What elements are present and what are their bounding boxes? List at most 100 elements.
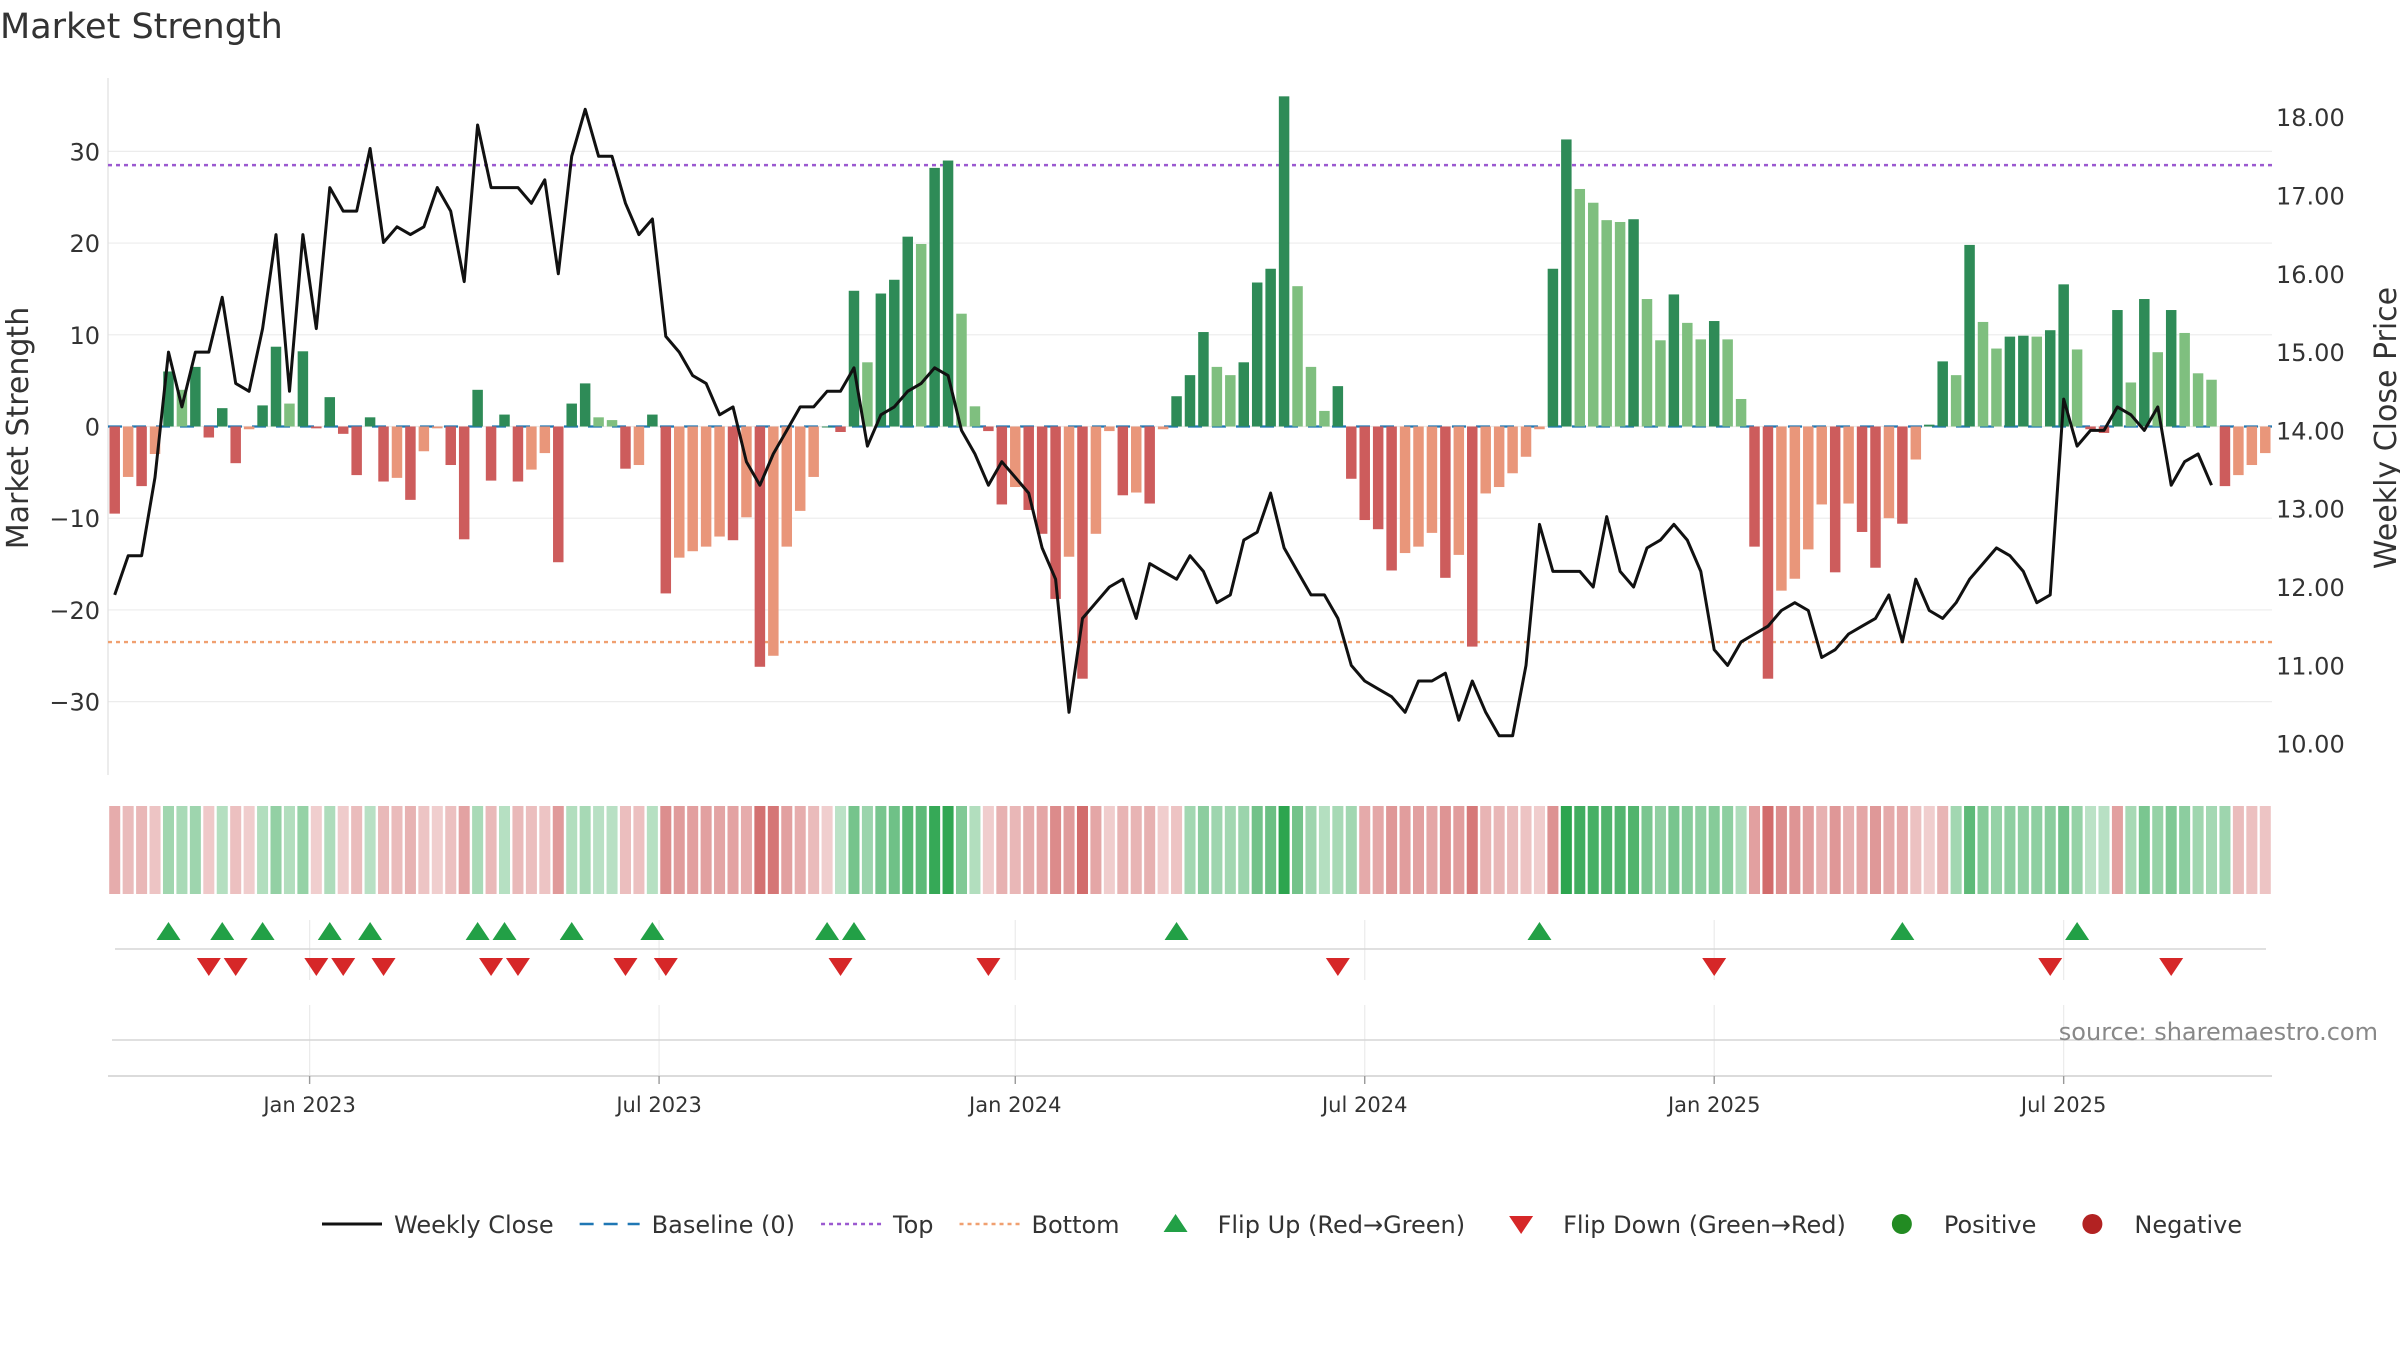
- strength-bar: [1762, 426, 1774, 679]
- strength-bar: [1453, 426, 1465, 555]
- flip-up-marker: [815, 922, 840, 940]
- strength-bar: [1735, 398, 1747, 427]
- strength-bar: [1856, 426, 1868, 532]
- flip-down-marker: [331, 958, 356, 976]
- strength-bar: [1641, 299, 1653, 427]
- state-cell: [1641, 806, 1653, 894]
- state-cell: [1372, 806, 1384, 894]
- strength-bar: [337, 426, 349, 434]
- strength-bar: [1265, 268, 1276, 427]
- strength-bar: [1534, 426, 1545, 430]
- state-cell: [337, 806, 349, 894]
- strength-bar: [1493, 426, 1505, 488]
- state-cell: [633, 806, 645, 894]
- flip-up-marker: [1890, 922, 1915, 940]
- state-cell: [2044, 806, 2056, 894]
- strength-bar: [1480, 426, 1491, 494]
- strength-bar: [2219, 426, 2231, 487]
- strength-bar: [243, 426, 255, 430]
- state-cell: [498, 806, 511, 894]
- state-cell: [1439, 806, 1451, 894]
- strength-bar: [1090, 426, 1102, 534]
- state-cell: [1265, 806, 1277, 894]
- y-tick-label: 0: [85, 414, 100, 442]
- state-cell: [1977, 806, 1989, 894]
- strength-bar: [311, 426, 322, 429]
- state-cell: [1197, 806, 1209, 894]
- strength-bar: [526, 426, 537, 470]
- strength-bar: [190, 366, 201, 427]
- strength-bar: [593, 417, 604, 427]
- state-cell: [2165, 806, 2177, 894]
- strength-bar: [2071, 349, 2083, 427]
- state-cell: [230, 806, 242, 894]
- flip-down-marker: [304, 958, 329, 976]
- state-cell: [2259, 806, 2271, 894]
- strength-bar: [2139, 299, 2150, 427]
- state-cell: [673, 806, 685, 894]
- state-cell: [1332, 806, 1344, 894]
- state-cell: [915, 806, 927, 894]
- y-axis-right: 18.00 17.00 16.00 15.00 14.00 13.00 12.00 11.00…: [2276, 104, 2345, 759]
- y-tick-label: −30: [49, 689, 100, 717]
- state-cell: [2232, 806, 2244, 894]
- state-cell: [1896, 806, 1908, 894]
- strength-bar: [2192, 373, 2204, 427]
- y2-tick-label: 14.00: [2276, 417, 2345, 445]
- strength-bar: [1843, 426, 1854, 504]
- strength-bar: [297, 351, 309, 427]
- state-cell: [1587, 806, 1599, 894]
- strength-bar: [1278, 96, 1290, 427]
- strength-bar: [674, 426, 685, 558]
- y2-tick-label: 12.00: [2276, 574, 2345, 602]
- y2-tick-label: 15.00: [2276, 339, 2345, 367]
- state-cell: [136, 806, 148, 894]
- strength-bar: [418, 426, 430, 452]
- flip-up-marker: [841, 922, 866, 940]
- legend-swatch: [1163, 1214, 1188, 1232]
- state-cell: [1399, 806, 1411, 894]
- state-cell: [1117, 806, 1129, 894]
- state-cell: [1318, 806, 1330, 894]
- strength-bar: [1668, 294, 1680, 427]
- strength-bar: [1063, 426, 1075, 557]
- state-cell: [1695, 806, 1707, 894]
- legend-swatch: [2082, 1214, 2103, 1234]
- strength-bar: [1050, 426, 1061, 599]
- strength-bar: [1198, 332, 1209, 427]
- state-cell: [982, 806, 994, 894]
- flip-down-marker: [653, 958, 678, 976]
- strength-bars: [109, 96, 2271, 679]
- strength-bar: [2165, 310, 2177, 427]
- state-cell: [579, 806, 591, 894]
- strength-bar: [2206, 379, 2217, 427]
- state-cell: [283, 806, 295, 894]
- legend-item: Positive: [1891, 1211, 2036, 1239]
- legend: Weekly Close Baseline (0) Top Bottom Flip Up…: [322, 1211, 2242, 1239]
- state-cell: [646, 806, 658, 894]
- state-cell: [1547, 806, 1559, 894]
- state-cell: [1184, 806, 1196, 894]
- state-cell: [740, 806, 752, 894]
- state-cell: [1923, 806, 1935, 894]
- chart-title: Market Strength: [0, 7, 283, 47]
- strength-bar: [1413, 426, 1424, 547]
- strength-bar: [1924, 424, 1935, 427]
- strength-bar: [969, 406, 981, 427]
- strength-bar: [1467, 426, 1478, 647]
- state-cell: [512, 806, 524, 894]
- flip-up-marker: [559, 922, 584, 940]
- state-cell: [660, 806, 672, 894]
- state-cell: [942, 806, 954, 894]
- state-cell: [2085, 806, 2097, 894]
- legend-label: Top: [892, 1211, 934, 1239]
- state-cell: [2152, 806, 2164, 894]
- x-tick-label: Jan 2023: [261, 1093, 356, 1117]
- state-cell: [821, 806, 833, 894]
- strength-bar: [1789, 426, 1801, 579]
- flip-up-marker: [358, 922, 383, 940]
- strength-bar: [1372, 426, 1384, 530]
- strength-bar: [257, 405, 268, 427]
- strength-bar: [1117, 426, 1129, 496]
